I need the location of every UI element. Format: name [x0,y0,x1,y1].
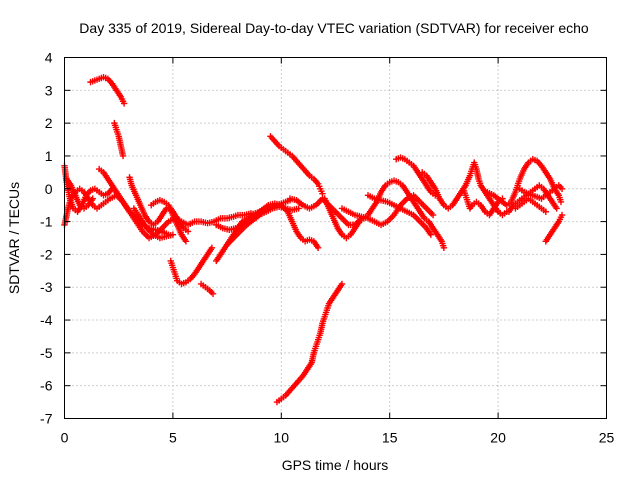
data-point [184,228,192,235]
series-arc-08 [130,205,177,242]
y-tick-label: 1 [45,148,53,164]
data-point [208,244,216,252]
data-point [169,231,177,238]
series-arc-26 [516,182,566,202]
series-arc-23 [460,185,506,219]
y-tick-labels: -7 -6 -5 -4 -3 -2 -1 0 1 2 3 4 [40,50,53,427]
data-point [314,244,322,252]
data-point [295,205,302,212]
data-point [429,211,437,219]
y-tick-label: -3 [40,279,53,295]
series-arc-24 [484,156,565,209]
data-point [209,290,217,297]
data-points [61,73,566,406]
x-tick-label: 15 [382,430,398,446]
data-point [182,238,190,245]
data-point [120,100,128,107]
y-tick-label: -5 [40,345,53,361]
chart-title: Day 335 of 2019, Sidereal Day-to-day VTE… [79,20,589,36]
data-point [557,198,565,206]
x-tick-label: 0 [61,430,69,446]
series-arc-27 [542,211,566,245]
series-arc-28 [512,195,549,215]
x-tick-label: 25 [599,430,615,446]
y-tick-label: -7 [40,411,53,427]
data-point [558,211,566,219]
y-tick-label: 0 [45,181,53,197]
x-tick-label: 5 [169,430,177,446]
axis-ticks [64,57,607,419]
series-arc-04 [87,73,128,107]
x-tick-label: 10 [274,430,290,446]
y-tick-label: 3 [45,82,53,98]
series-arc-21 [364,192,435,238]
y-tick-label: -6 [40,378,53,394]
x-axis-label: GPS time / hours [282,457,389,473]
series-arc-22 [419,159,510,219]
series-arc-09 [148,197,190,245]
series-arc-03 [63,175,96,212]
data-point [119,152,127,160]
series-arc-14 [223,203,302,248]
series-arc-20 [393,154,439,199]
grid-lines [64,57,607,419]
x-tick-label: 20 [490,430,506,446]
data-point [89,195,96,202]
y-tick-label: 4 [45,50,53,66]
series-arc-16 [273,280,346,406]
plot-frame [64,57,607,419]
y-tick-label: -1 [40,214,53,230]
data-point [440,244,448,252]
series-arc-11 [197,280,217,297]
data-point [553,205,560,212]
series-arc-05 [111,119,127,160]
series-arc-10 [167,244,216,288]
data-point [542,208,549,215]
data-point [427,231,435,238]
series-arc-19 [338,192,437,229]
data-point [338,280,346,288]
y-tick-label: -4 [40,312,53,328]
data-point [558,185,566,192]
y-tick-label: 2 [45,115,53,131]
x-tick-labels: 0 5 10 15 20 25 [61,430,615,446]
series-arc-15 [267,133,326,197]
y-axis-label: SDTVAR / TECUs [6,182,22,294]
y-tick-label: -2 [40,246,53,262]
